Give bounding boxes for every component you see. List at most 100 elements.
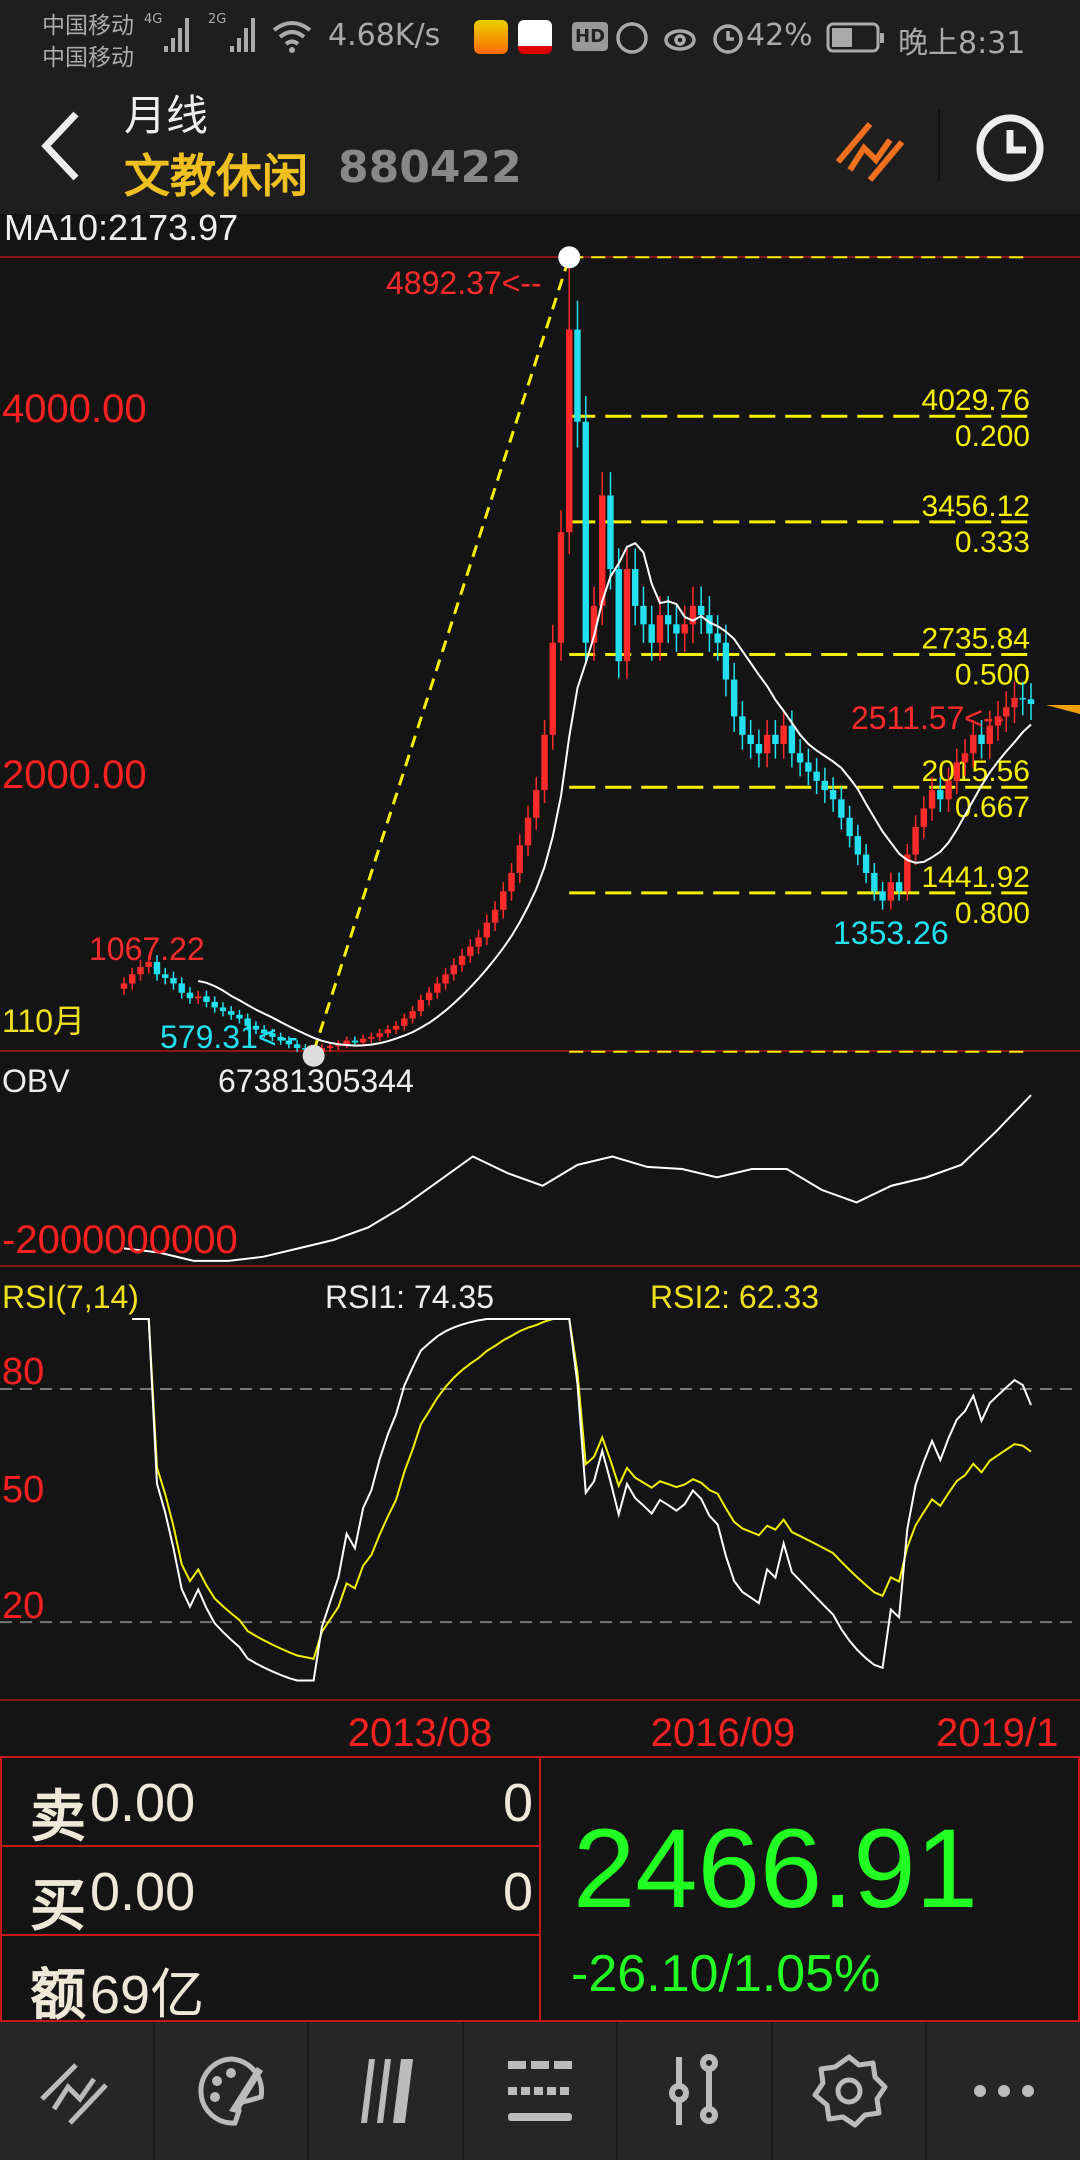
- network-speed: 4.68K/s: [328, 18, 441, 53]
- candle-body: [269, 1033, 276, 1037]
- bottom-left-label: 110月: [2, 1003, 85, 1039]
- obv-panel: [123, 1094, 1032, 1262]
- candle-body: [574, 329, 581, 422]
- candle-body: [582, 421, 589, 643]
- candle-body: [862, 854, 870, 873]
- kline-chart[interactable]: MA10:2173.97 4029.760.200 3456.120.333 273…: [0, 214, 1080, 1756]
- obv-label: OBV: [2, 1063, 70, 1099]
- carrier-1: 中国移动: [42, 13, 134, 39]
- buy-volume: 0: [502, 1862, 533, 1922]
- candle-body: [120, 983, 128, 989]
- candle-body: [986, 725, 993, 745]
- candle-body: [879, 891, 886, 901]
- candle-body: [1027, 699, 1035, 705]
- candle-body: [887, 882, 895, 901]
- candle-body: [763, 734, 771, 754]
- current-price-marker: [1046, 705, 1080, 714]
- candle-body: [524, 817, 532, 846]
- candle-body: [615, 569, 622, 662]
- amount-row: 额 69亿: [0, 1936, 541, 2028]
- candle-body: [409, 1011, 416, 1019]
- candle-body: [359, 1038, 367, 1043]
- candle-body: [747, 734, 754, 745]
- hd-icon: HD: [572, 22, 609, 51]
- candle-body: [467, 946, 474, 956]
- price-change: -26.10/1.05%: [571, 1945, 881, 2003]
- more-button[interactable]: [927, 2022, 1080, 2160]
- ma10-label: MA10:2173.97: [4, 214, 238, 248]
- palette-icon: [198, 2056, 264, 2126]
- candle-body: [211, 1001, 218, 1008]
- candle-body: [681, 624, 688, 634]
- sell-price: 0.00: [90, 1773, 196, 1833]
- high-point-label: 4892.37<--: [386, 265, 542, 301]
- candle-body: [162, 974, 169, 978]
- amount-label: 额: [30, 1963, 86, 2028]
- candle-body: [961, 753, 969, 763]
- candle-body: [277, 1036, 284, 1041]
- candle-body: [326, 1046, 334, 1048]
- settings-button[interactable]: [773, 2022, 928, 2160]
- history-clock-icon[interactable]: [974, 112, 1046, 184]
- x-label-2016-09: 2016/09: [651, 1711, 796, 1755]
- candle-body: [351, 1040, 359, 1043]
- candle-body: [780, 725, 787, 745]
- candle-body: [491, 909, 499, 923]
- candle-body: [153, 961, 161, 975]
- local-low-label: 1353.26: [833, 915, 949, 951]
- parallel-lines-icon: [361, 2059, 414, 2123]
- back-button[interactable]: [36, 108, 86, 184]
- candle-body: [475, 937, 482, 947]
- candle-body: [244, 1018, 251, 1026]
- buy-price: 0.00: [90, 1862, 196, 1922]
- draw-line-icon[interactable]: [830, 110, 910, 190]
- quote-panel: 卖 0.00 0 买 0.00 0 额 69亿 2466.91 -26.10/1…: [0, 1756, 1080, 2028]
- header: 月线 文教休闲 880422: [0, 82, 1080, 214]
- period-label: 月线: [124, 91, 209, 140]
- indicator-settings-button[interactable]: [618, 2022, 773, 2160]
- palette-button[interactable]: [155, 2022, 310, 2160]
- candle-body: [533, 790, 540, 818]
- obv-value: 67381305344: [218, 1063, 414, 1099]
- candle-body: [813, 771, 820, 781]
- rsi2-line: [132, 1318, 1032, 1661]
- network-type-1: 4G: [144, 12, 163, 27]
- candle-body: [508, 872, 515, 892]
- candle-body: [854, 836, 862, 855]
- candle-body: [1019, 697, 1026, 700]
- sell-label: 卖: [30, 1785, 86, 1850]
- candle-body: [1011, 697, 1018, 708]
- candle-body: [483, 922, 490, 938]
- dashed-lines-button[interactable]: [464, 2022, 619, 2160]
- candle-body: [755, 744, 763, 754]
- candle-body: [384, 1029, 392, 1034]
- sliders-icon: [668, 2054, 718, 2125]
- rsi-level-50: 50: [2, 1469, 44, 1511]
- candle-body: [227, 1011, 235, 1015]
- rsi1-value: RSI1: 74.35: [325, 1279, 494, 1315]
- parallel-lines-button[interactable]: [309, 2022, 464, 2160]
- candle-body: [805, 762, 812, 772]
- candle-body: [343, 1040, 350, 1045]
- sell-volume: 0: [502, 1773, 533, 1833]
- candle-body: [442, 974, 449, 984]
- draw-line-button[interactable]: [0, 2022, 155, 2160]
- candle-body: [697, 605, 705, 616]
- fib-ratio-label: 0.333: [955, 526, 1030, 559]
- candle-body: [566, 329, 573, 533]
- candle-body: [928, 790, 936, 809]
- candle-body: [541, 734, 548, 791]
- candle-body: [788, 725, 796, 754]
- candle-body: [640, 605, 647, 625]
- draw-line-icon: [40, 2063, 109, 2125]
- high-point-marker: [558, 246, 581, 269]
- carrier-2: 中国移动: [42, 45, 134, 71]
- candle-body: [293, 1044, 301, 1048]
- candle-body: [796, 753, 804, 763]
- obv-y-label: -2000000000: [2, 1218, 238, 1262]
- buy-row: 买 0.00 0: [0, 1847, 541, 1939]
- candle-body: [590, 605, 598, 643]
- candle-body: [260, 1029, 268, 1034]
- candle-body: [599, 495, 606, 606]
- y-label-4000: 4000.00: [2, 387, 147, 431]
